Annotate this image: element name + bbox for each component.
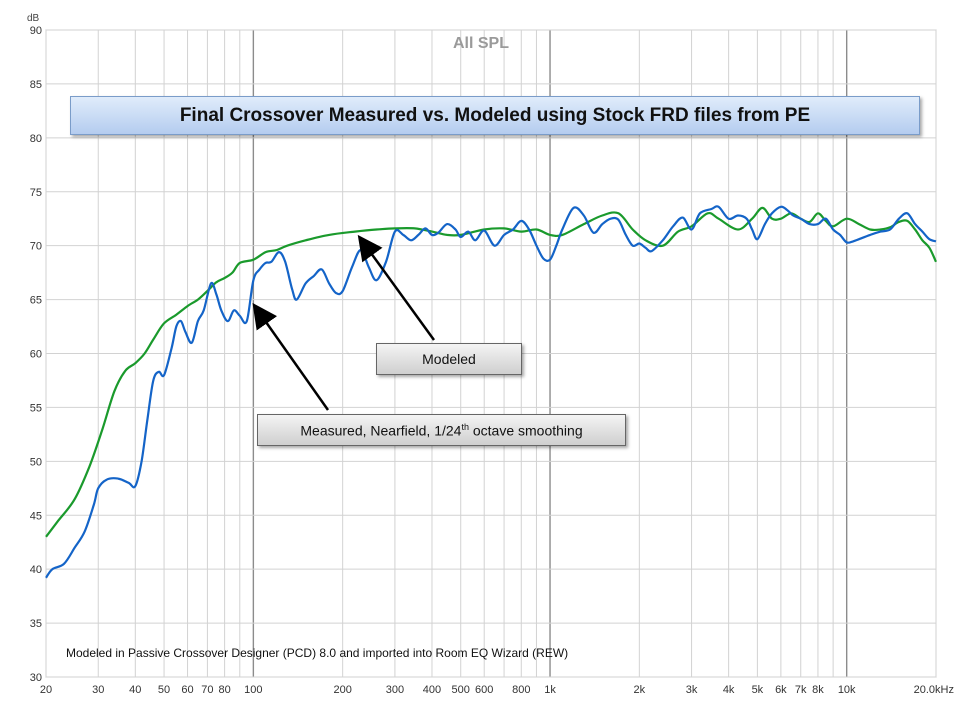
x-tick-label: 20 [40, 684, 52, 696]
chart-title: Final Crossover Measured vs. Modeled usi… [179, 104, 811, 126]
x-tick-label: 6k [775, 684, 787, 696]
callout-measured: Measured, Nearfield, 1/24th octave smoot… [257, 414, 626, 446]
y-tick-label: 35 [30, 618, 42, 630]
callout-measured-label: Measured, Nearfield, 1/24th octave smoot… [300, 422, 582, 439]
y-tick-label: 90 [30, 25, 42, 37]
y-tick-label: 85 [30, 79, 42, 91]
y-tick-label: 60 [30, 349, 42, 361]
x-tick-label: 3k [686, 684, 698, 696]
x-tick-label: 600 [475, 684, 493, 696]
x-tick-label: 5k [752, 684, 764, 696]
x-tick-label: 80 [218, 684, 230, 696]
x-tick-label: 7k [795, 684, 807, 696]
y-tick-label: 50 [30, 456, 42, 468]
callout-modeled: Modeled [376, 343, 522, 375]
x-tick-label: 50 [158, 684, 170, 696]
x-tick-label: 20.0kHz [914, 684, 954, 696]
x-tick-label: 200 [333, 684, 351, 696]
chart-watermark-title: All SPL [453, 35, 509, 52]
x-tick-label: 400 [423, 684, 441, 696]
x-tick-label: 30 [92, 684, 104, 696]
callout-modeled-label: Modeled [422, 351, 476, 367]
x-tick-label: 2k [634, 684, 646, 696]
y-tick-label: 45 [30, 510, 42, 522]
callout-measured-arrow [252, 302, 330, 411]
x-tick-label: 60 [181, 684, 193, 696]
y-tick-label: 55 [30, 402, 42, 414]
chart-footnote: Modeled in Passive Crossover Designer (P… [66, 646, 569, 660]
y-axis-unit-label: dB [27, 13, 40, 24]
callout-modeled-arrow [357, 234, 436, 341]
x-tick-label: 300 [386, 684, 404, 696]
callout-measured-tail: octave smoothing [468, 422, 583, 439]
x-tick-label: 800 [512, 684, 530, 696]
x-tick-label: 40 [129, 684, 141, 696]
y-tick-label: 65 [30, 295, 42, 307]
x-tick-label: 4k [723, 684, 735, 696]
x-tick-label: 8k [812, 684, 824, 696]
y-tick-label: 70 [30, 241, 42, 253]
y-tick-label: 30 [30, 672, 42, 684]
x-tick-label: 500 [452, 684, 470, 696]
callout-measured-sup: th [461, 421, 469, 432]
x-tick-label: 10k [838, 684, 856, 696]
x-tick-label: 70 [201, 684, 213, 696]
series-line-measured [45, 205, 937, 579]
callout-measured-main: Measured, Nearfield, 1/24 [300, 422, 462, 439]
y-tick-label: 75 [30, 187, 42, 199]
x-tick-label: 1k [544, 684, 556, 696]
y-tick-label: 40 [30, 564, 42, 576]
y-tick-label: 80 [30, 133, 42, 145]
x-tick-label: 100 [244, 684, 262, 696]
chart-title-banner: Final Crossover Measured vs. Modeled usi… [70, 96, 920, 135]
